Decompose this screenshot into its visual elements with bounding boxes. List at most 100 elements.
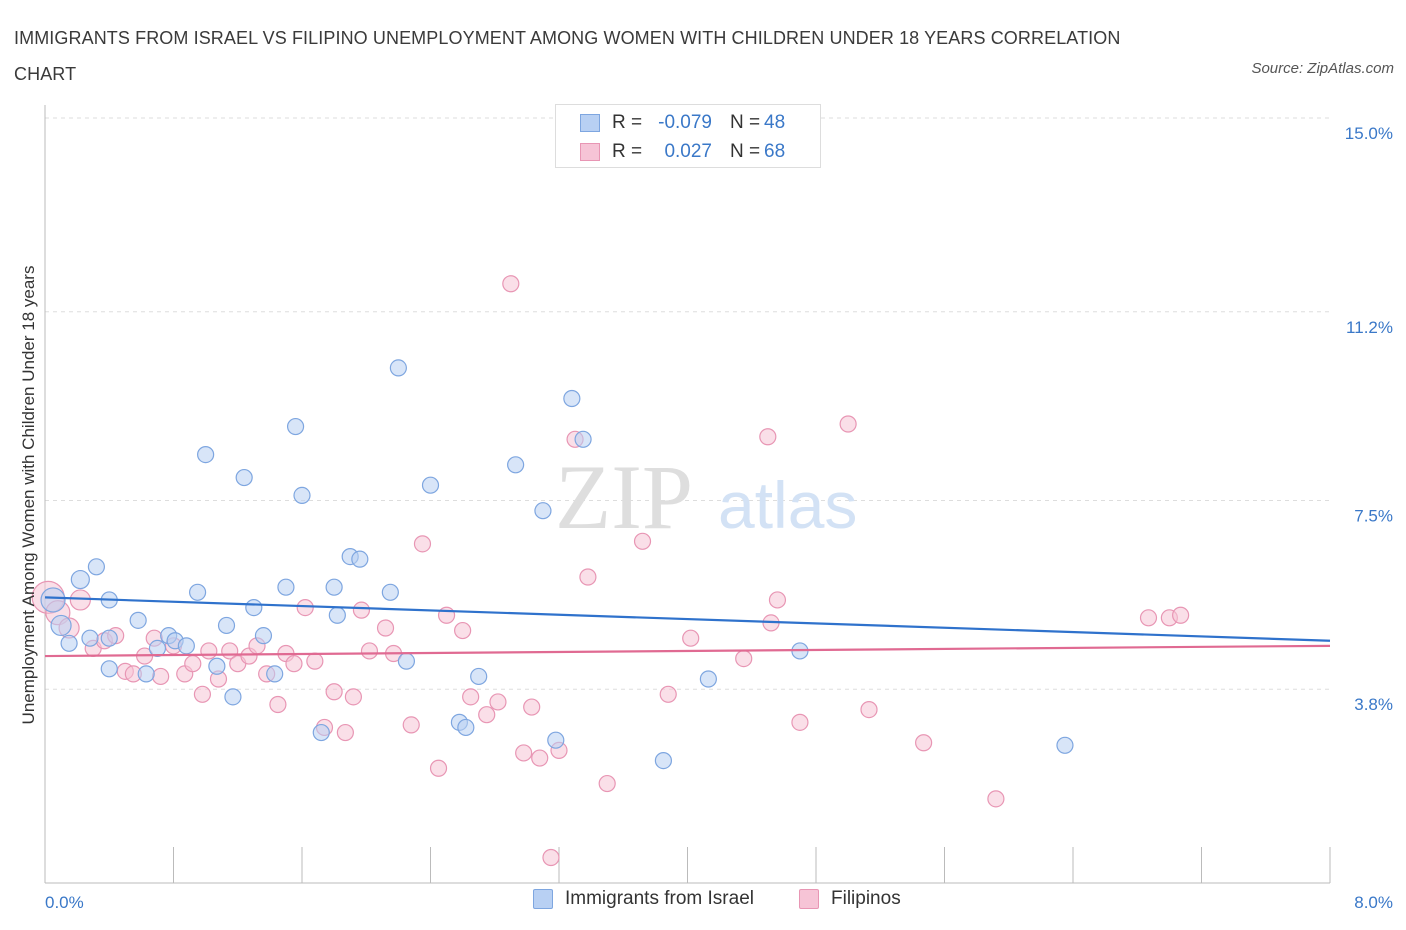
legend-item-israel[interactable]: Immigrants from Israel [533,888,754,910]
israel-trend-line [44,596,1331,642]
filipino-point[interactable] [523,698,541,716]
israel-point[interactable] [197,446,215,464]
filipino-point[interactable] [269,695,287,714]
filipino-point[interactable] [325,683,343,701]
filipino-point[interactable] [735,649,753,668]
israel-point[interactable] [507,456,525,474]
israel-point[interactable] [70,569,90,590]
israel-point[interactable] [421,476,440,494]
israel-point[interactable] [217,616,236,635]
filipino-point[interactable] [987,790,1005,808]
filipino-point[interactable] [759,428,777,446]
filipino-point[interactable] [429,759,448,777]
n-label: N = [730,141,761,162]
filipino-point[interactable] [402,716,420,734]
israel-point[interactable] [574,430,592,448]
filipino-point[interactable] [682,629,700,647]
israel-point[interactable] [328,606,346,624]
israel-point[interactable] [40,587,66,613]
filipino-point[interactable] [306,652,324,670]
israel-point[interactable] [389,359,407,377]
israel-point[interactable] [470,667,488,686]
legend-row-filipinos: R = 0.027 N = 68 [580,138,785,166]
filipino-point[interactable] [531,749,549,767]
israel-point[interactable] [654,751,673,770]
legend-item-filipinos[interactable]: Filipinos [799,888,901,910]
filipino-point[interactable] [768,591,787,609]
watermark: ZIP atlas [555,446,857,548]
filipino-point[interactable] [200,642,218,660]
israel-point[interactable] [699,670,717,688]
israel-point[interactable] [81,629,99,647]
israel-point[interactable] [351,550,369,568]
filipino-point[interactable] [915,734,933,752]
x-tick-label: 8.0% [1354,893,1393,912]
filipino-point[interactable] [633,532,652,550]
y-axis-title: Unemployment Among Women with Children U… [19,266,38,725]
israel-point[interactable] [129,611,147,629]
israel-point[interactable] [286,417,305,436]
filipino-point[interactable] [478,706,496,724]
israel-point[interactable] [100,629,118,647]
filipino-point[interactable] [598,774,616,793]
filipino-point[interactable] [791,713,809,731]
filipino-point[interactable] [839,415,857,433]
israel-point[interactable] [312,723,330,742]
chart-title: IMMIGRANTS FROM ISRAEL VS FILIPINO UNEMP… [14,28,1121,84]
filipino-point[interactable] [1139,609,1158,627]
filipino-point[interactable] [413,535,432,553]
israel-point[interactable] [208,657,226,675]
israel-point[interactable] [188,583,207,601]
israel-point[interactable] [547,731,565,749]
filipino-point[interactable] [659,685,677,703]
filipino-point[interactable] [515,744,533,762]
israel-point[interactable] [224,688,242,706]
filipino-point[interactable] [69,589,91,611]
israel-point[interactable] [1056,736,1074,754]
israel-point[interactable] [50,614,72,637]
israel-point[interactable] [277,578,295,596]
filipino-point[interactable] [152,667,170,686]
filipino-point[interactable] [437,606,456,624]
filipino-point[interactable] [1172,606,1190,624]
israel-point[interactable] [325,578,343,596]
watermark-zip: ZIP [555,446,693,548]
filipino-point[interactable] [454,621,472,640]
israel-point[interactable] [87,558,106,576]
y-tick-label: 15.0% [1345,124,1393,143]
israel-point[interactable] [245,598,263,617]
correlation-legend: R = -0.079 N = 48 R = 0.027 N = 68 [555,104,821,168]
filipino-point[interactable] [296,598,314,617]
israel-point[interactable] [60,634,78,652]
filipino-point[interactable] [462,688,480,706]
israel-point[interactable] [235,468,253,487]
filipino-point[interactable] [344,688,362,706]
filipino-point[interactable] [193,685,212,703]
filipino-point[interactable] [285,655,303,673]
israel-point[interactable] [137,665,155,683]
filipino-point[interactable] [336,723,354,742]
filipinos-swatch [580,143,600,161]
filipino-point[interactable] [579,568,597,586]
source-label: Source: ZipAtlas.com [1251,60,1394,77]
filipino-point[interactable] [360,642,379,660]
israel-point[interactable] [266,665,284,683]
israel-point[interactable] [148,639,167,658]
israel-point[interactable] [177,637,195,655]
israel-point[interactable] [563,389,581,408]
israel-point[interactable] [457,718,475,737]
filipino-point[interactable] [352,601,371,619]
filipino-point[interactable] [542,848,560,867]
israel-point[interactable] [381,583,399,601]
israel-point[interactable] [254,627,273,645]
n-value: 48 [764,112,786,133]
israel-point[interactable] [534,502,552,520]
filipino-point[interactable] [502,275,520,293]
israel-point[interactable] [293,486,311,504]
filipino-point[interactable] [489,693,507,711]
filipino-point[interactable] [376,619,395,637]
filipino-point[interactable] [860,700,878,719]
israel-point[interactable] [100,660,118,678]
filipino-point[interactable] [184,655,202,673]
israel-point[interactable] [397,652,416,670]
